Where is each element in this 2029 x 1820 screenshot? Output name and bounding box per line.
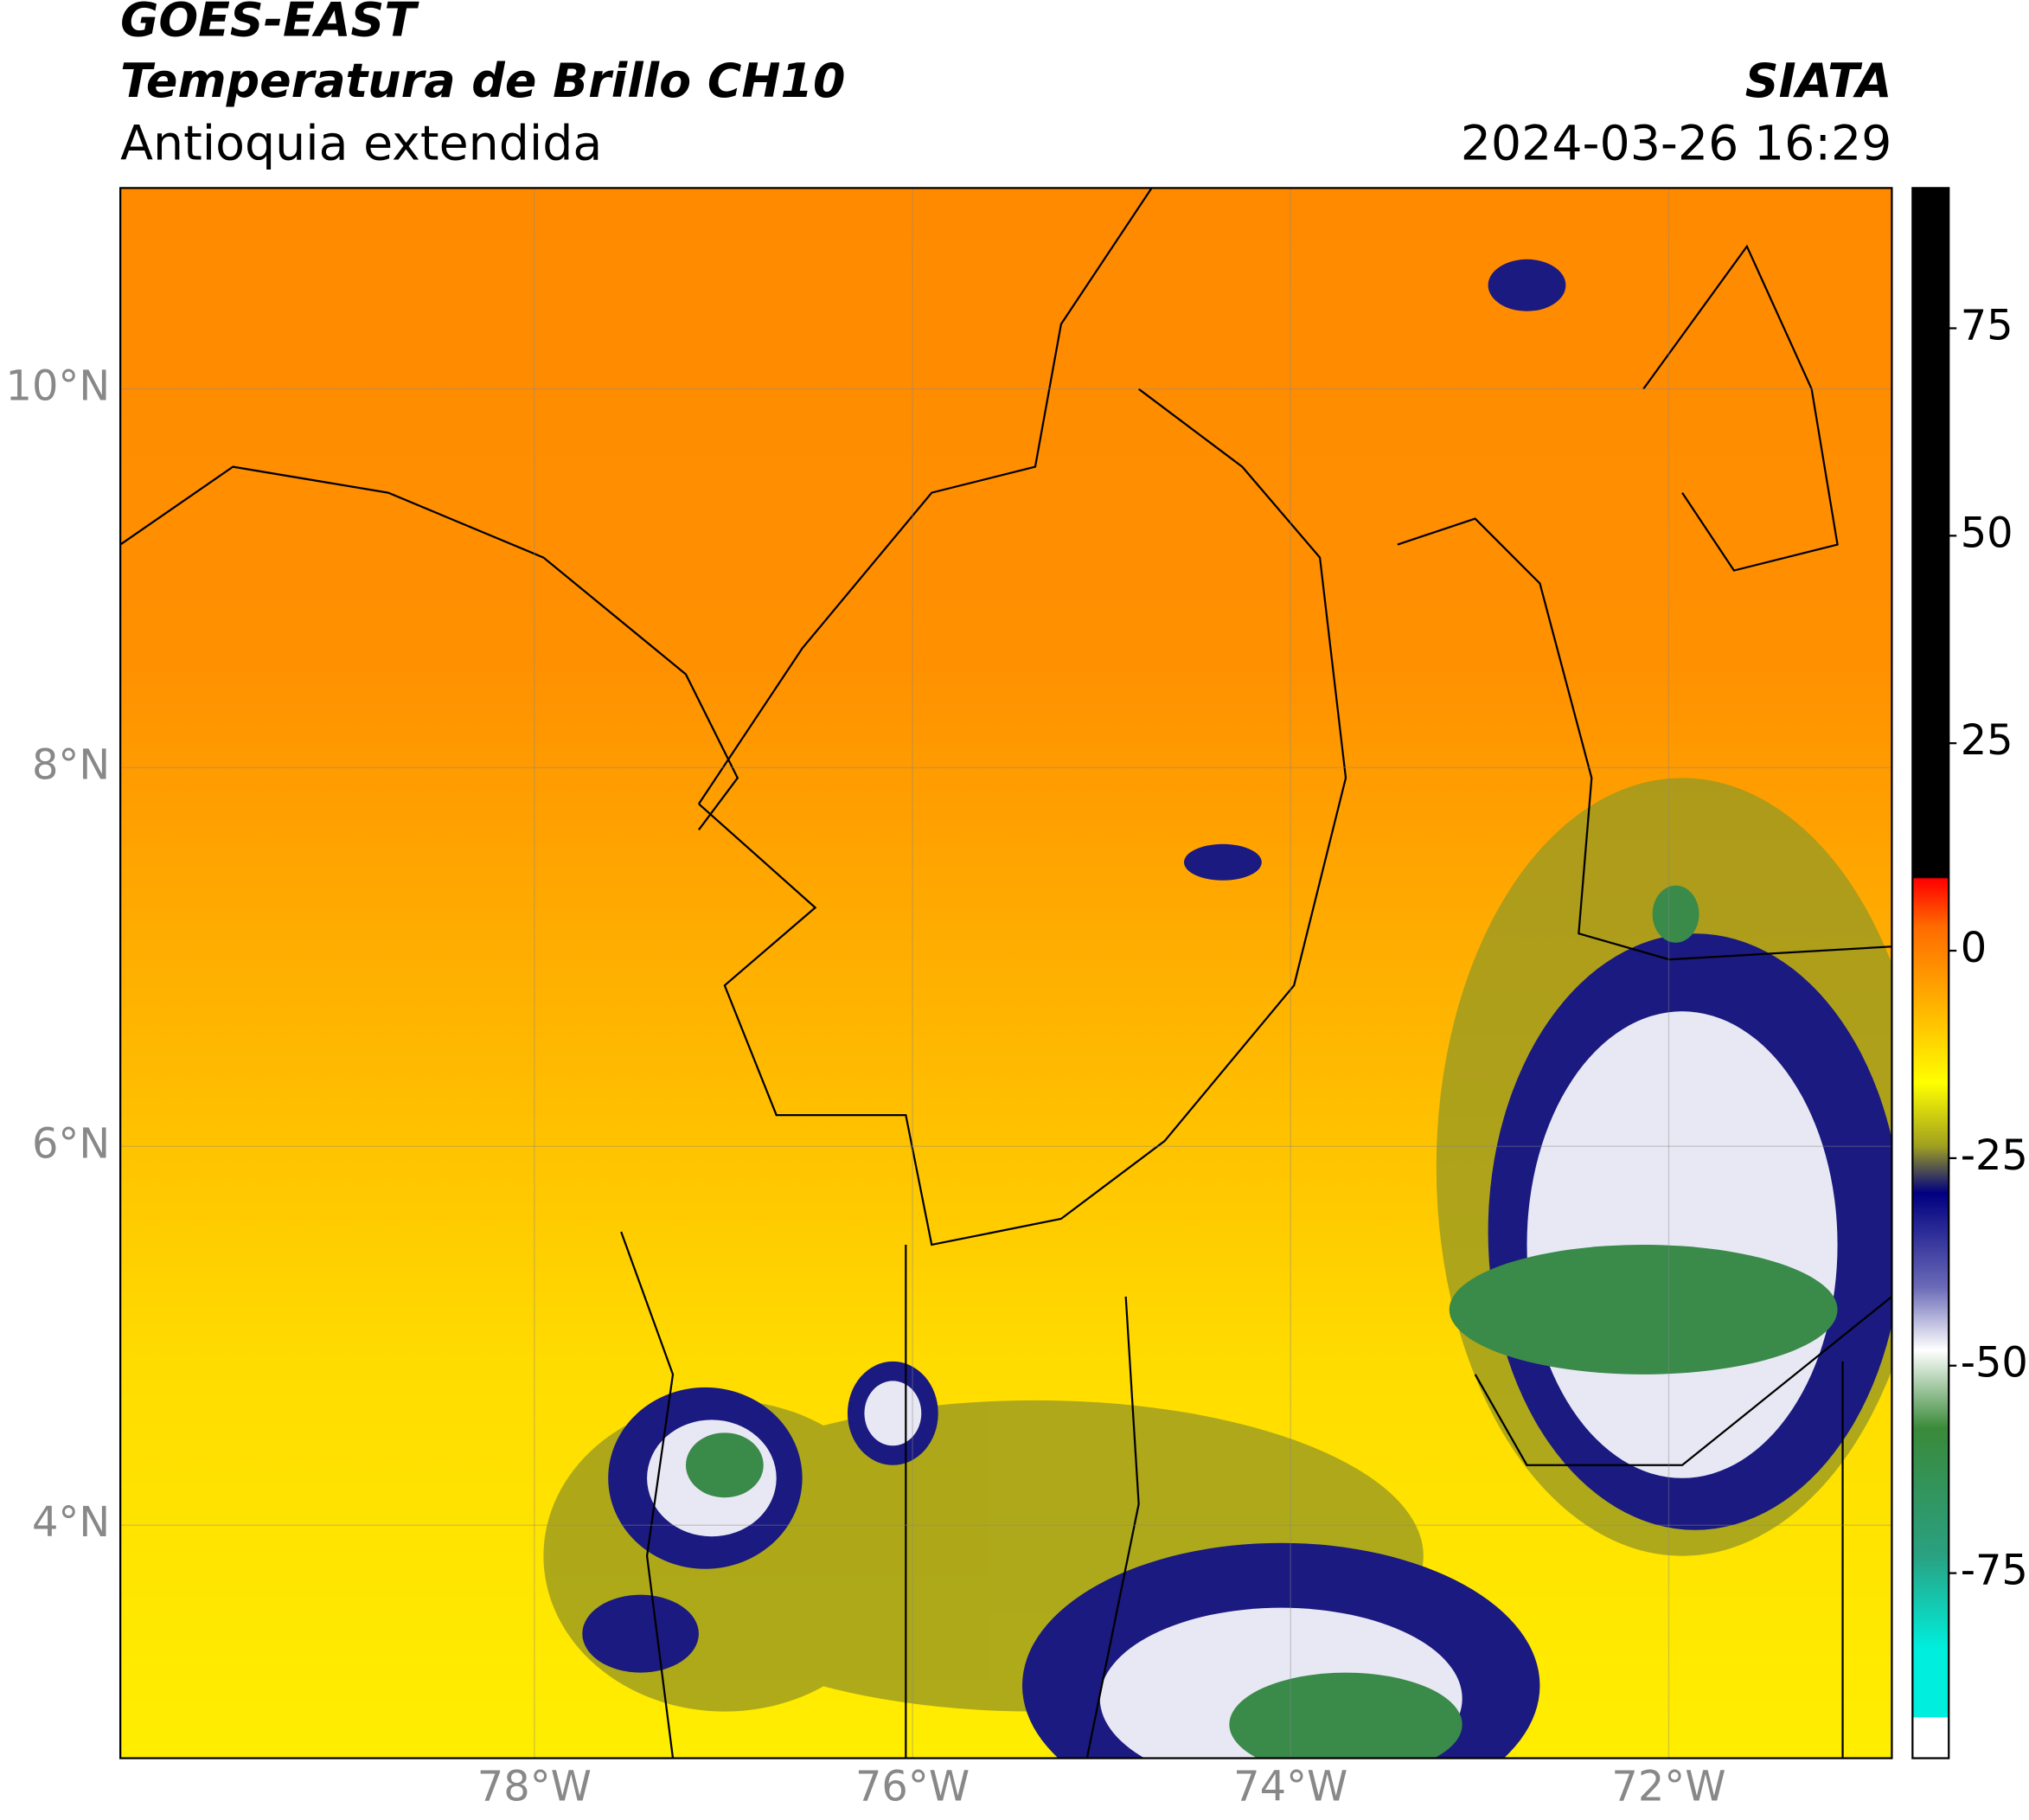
y-tick-label: 4°N [32,1499,110,1547]
colorbar-tick-label: 25 [1961,717,2013,765]
x-tick-label: 78°W [477,1763,592,1810]
colorbar-tick-label: -75 [1961,1548,2028,1595]
y-tick-label: 10°N [6,362,111,410]
colorbar-tick-label: 75 [1961,302,2013,349]
region: Antioquia extendida [120,116,602,171]
x-tick-label: 72°W [1611,1763,1725,1810]
title: GOES-EAST [120,0,419,48]
colorbar-tick-label: 50 [1961,509,2013,557]
subtitle: Temperatura de Brillo CH10 [120,54,845,108]
map-frame [119,187,1893,1759]
x-tick-label: 76°W [855,1763,970,1810]
y-tick-label: 6°N [32,1120,110,1168]
x-tick-label: 74°W [1233,1763,1347,1810]
y-tick-label: 8°N [32,741,110,789]
source: SIATA [1745,54,1892,108]
timestamp: 2024-03-26 16:29 [1461,116,1892,171]
colorbar [1911,187,1950,1759]
grid [120,188,1892,1759]
colorbar-tick-label: -25 [1961,1132,2028,1180]
colorbar-tick-label: -50 [1961,1340,2028,1387]
colorbar-tick-label: 0 [1961,925,1987,972]
map-image [120,188,1892,1759]
